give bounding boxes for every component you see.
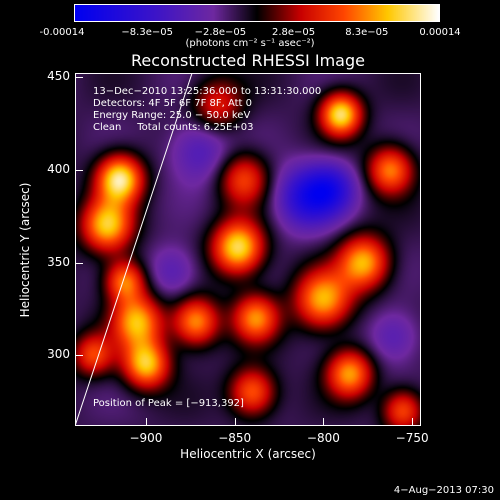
solar-limb-line: [75, 73, 193, 426]
x-tick-label: −900: [129, 431, 163, 445]
info-detectors: Detectors: 4F 5F 6F 7F 8F, Att 0: [93, 98, 253, 109]
colorbar-tick-label: −2.8e−05: [194, 27, 247, 38]
y-tick-label: 400: [47, 161, 70, 176]
info-energy-range: Energy Range: 25.0 − 50.0 keV: [93, 110, 251, 121]
info-method-counts: Clean Total counts: 6.25E+03: [93, 122, 254, 133]
info-peak-position: Position of Peak = [−913,392]: [93, 398, 244, 409]
colorbar-tick-label: −8.3e−05: [121, 27, 173, 38]
colorbar-tick-label: -0.00014: [39, 27, 85, 38]
y-tick-label: 450: [47, 68, 70, 83]
footer-date: 4−Aug−2013 07:30: [393, 485, 494, 496]
colorbar-tick-label: 8.3e−05: [345, 27, 389, 38]
x-tick-label: −850: [218, 431, 252, 445]
y-tick-mark: [75, 262, 83, 264]
y-axis-label: Heliocentric Y (arcsec): [18, 182, 32, 318]
x-tick-label: −800: [306, 431, 340, 445]
x-tick-mark: [145, 418, 147, 426]
info-time-range: 13−Dec−2010 13:25:36.000 to 13:31:30.000: [93, 86, 322, 97]
x-tick-mark: [412, 418, 414, 426]
y-tick-mark: [75, 76, 83, 78]
colorbar-tick-label: 0.00014: [419, 27, 461, 38]
y-tick-mark: [75, 355, 83, 357]
colorbar-unit-label: (photons cm⁻² s⁻¹ asec⁻²): [185, 38, 315, 49]
chart-title: Reconstructed RHESSI Image: [131, 51, 365, 70]
x-tick-label: −750: [395, 431, 429, 445]
x-tick-mark: [234, 418, 236, 426]
x-axis-label: Heliocentric X (arcsec): [180, 447, 316, 461]
heatmap-image: [75, 73, 421, 426]
limb-overlay: [75, 73, 193, 426]
y-tick-label: 350: [47, 254, 70, 269]
x-tick-mark: [323, 418, 325, 426]
colorbar: [74, 4, 440, 22]
y-tick-label: 300: [47, 347, 70, 362]
colorbar-tick-label: 2.8e−05: [272, 27, 316, 38]
y-tick-mark: [75, 169, 83, 171]
